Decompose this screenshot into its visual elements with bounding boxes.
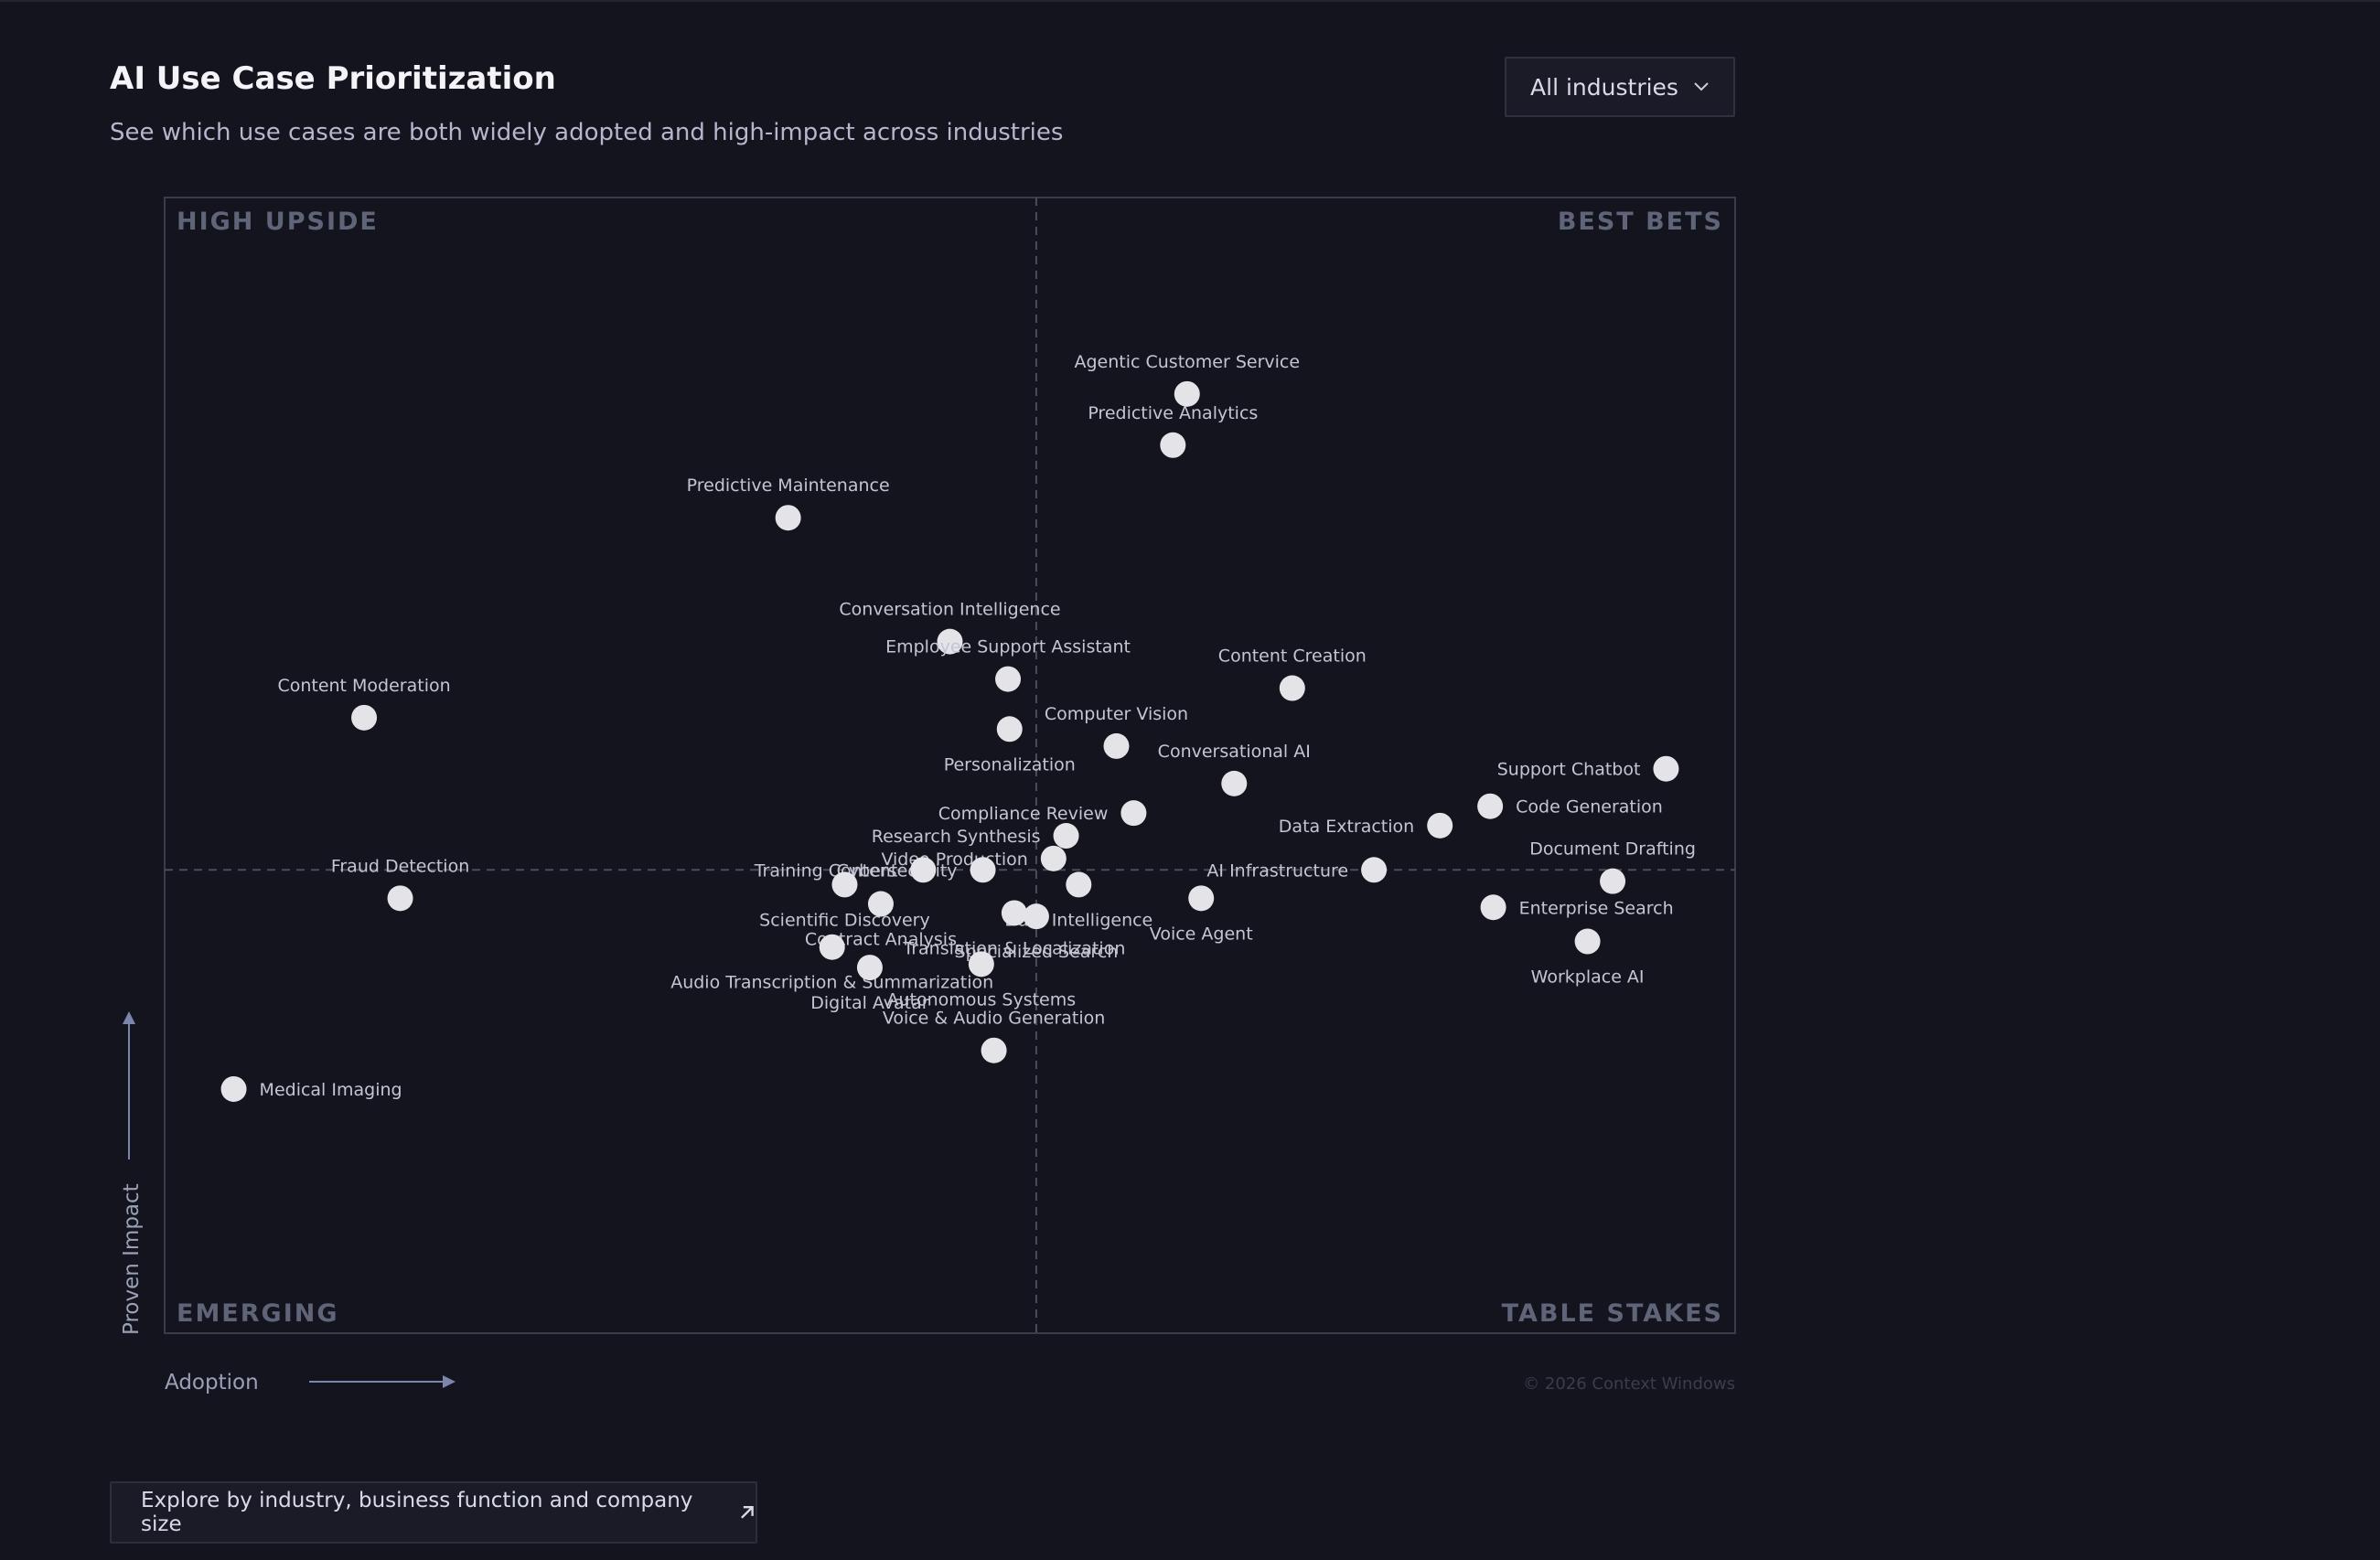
point-label-conversational-ai: Conversational AI (1158, 742, 1311, 762)
point-label-training-content: Training Content (754, 860, 898, 881)
point-conversational-ai (1221, 770, 1248, 796)
point-medical-imaging (220, 1075, 247, 1102)
point-personalization (996, 716, 1023, 743)
x-axis-arrow-head (443, 1375, 456, 1388)
point-label-audio-transcription-summarization: Audio Transcription & Summarization (670, 973, 993, 993)
point-agentic-customer-service (1174, 380, 1200, 407)
point-conversation-intelligence (937, 628, 963, 655)
point-fraud-detection (387, 885, 413, 912)
point-training-content (910, 857, 937, 883)
point-label-digital-avatar: Digital Avatar (810, 993, 929, 1013)
point-label-predictive-analytics: Predictive Analytics (1088, 403, 1258, 423)
explore-link-label: Explore by industry, business function a… (141, 1489, 693, 1536)
point-label-data-extraction: Data Extraction (1279, 817, 1414, 837)
point-label-workplace-ai: Workplace AI (1531, 967, 1645, 988)
y-axis-title: Proven Impact (120, 1183, 144, 1335)
quadrant-label-high-upside: HIGH UPSIDE (177, 208, 379, 236)
chevron-down-icon (1694, 82, 1709, 91)
point-label-employee-support-assistant: Employee Support Assistant (885, 637, 1131, 657)
arrow-up-right-icon (740, 1505, 754, 1519)
point-label-scientific-discovery: Scientific Discovery (759, 910, 930, 930)
top-border (0, 0, 2380, 2)
point-content-creation (1279, 675, 1305, 701)
point-video-production (1040, 845, 1067, 871)
point-label-specialized-search: Specialized Search (955, 942, 1119, 962)
point-label-predictive-maintenance: Predictive Maintenance (687, 475, 890, 496)
quadrant-label-table-stakes: TABLE STAKES (1502, 1299, 1723, 1328)
point-label-voice-audio-generation: Voice & Audio Generation (883, 1009, 1106, 1029)
point-label-document-drafting: Document Drafting (1529, 839, 1696, 860)
point-audio-transcription-summarization (819, 934, 845, 960)
y-axis-arrow-head (123, 1011, 135, 1024)
point-cybersecurity (970, 857, 996, 883)
point-predictive-analytics (1160, 432, 1186, 458)
point-support-chatbot (1653, 755, 1679, 782)
point-label-fraud-detection: Fraud Detection (331, 856, 469, 876)
point-label-voice-agent: Voice Agent (1150, 924, 1253, 944)
point-contract-analysis (867, 891, 894, 917)
point-predictive-maintenance (775, 505, 801, 531)
plot-frame (164, 197, 1736, 1334)
point-digital-avatar (856, 955, 883, 981)
point-label-support-chatbot: Support Chatbot (1497, 760, 1641, 780)
point-ai-infrastructure (1361, 857, 1388, 883)
page-subtitle: See which use cases are both widely adop… (110, 119, 1064, 146)
x-axis-title: Adoption (165, 1371, 259, 1394)
point-autonomous-systems (968, 951, 994, 978)
industry-filter-dropdown[interactable]: All industries (1505, 57, 1735, 117)
point-label-agentic-customer-service: Agentic Customer Service (1074, 352, 1300, 372)
point-label-enterprise-search: Enterprise Search (1519, 898, 1674, 918)
point-label-content-creation: Content Creation (1218, 646, 1367, 667)
point-label-compliance-review: Compliance Review (938, 804, 1109, 824)
point-label-personalization: Personalization (944, 754, 1076, 775)
point-translation-localization (1001, 900, 1027, 926)
point-code-generation (1477, 793, 1504, 819)
point-label-ai-infrastructure: AI Infrastructure (1206, 860, 1348, 881)
copyright-text: © 2026 Context Windows (1523, 1374, 1735, 1394)
point-research-synthesis (1053, 823, 1079, 849)
point-enterprise-search (1480, 894, 1506, 921)
industry-filter-label: All industries (1530, 73, 1678, 101)
quadrant-label-best-bets: BEST BETS (1558, 208, 1723, 236)
point-data-extraction (1427, 812, 1453, 839)
point-workplace-ai (1574, 928, 1601, 955)
point-label-computer-vision: Computer Vision (1045, 704, 1188, 724)
point-voice-agent (1188, 885, 1215, 912)
explore-link-button[interactable]: Explore by industry, business function a… (110, 1481, 757, 1544)
point-label-medical-imaging: Medical Imaging (260, 1080, 402, 1100)
point-computer-vision (1103, 732, 1130, 759)
point-document-drafting (1600, 868, 1626, 894)
point-label-autonomous-systems: Autonomous Systems (887, 989, 1077, 1010)
point-employee-support-assistant (995, 666, 1022, 692)
point-label-conversation-intelligence: Conversation Intelligence (839, 600, 1060, 620)
quadrant-label-emerging: EMERGING (177, 1299, 339, 1328)
point-voice-audio-generation (981, 1037, 1007, 1063)
point-label-research-synthesis: Research Synthesis (872, 827, 1041, 847)
point-data-intelligence (1066, 871, 1092, 898)
point-scientific-discovery (831, 871, 858, 898)
page-title: AI Use Case Prioritization (110, 60, 556, 97)
point-label-code-generation: Code Generation (1516, 797, 1663, 817)
point-label-translation-localization: Translation & Localization (902, 938, 1125, 958)
point-content-moderation (351, 704, 378, 731)
point-specialized-search (1023, 903, 1049, 930)
point-compliance-review (1120, 800, 1147, 827)
point-label-content-moderation: Content Moderation (277, 676, 450, 696)
